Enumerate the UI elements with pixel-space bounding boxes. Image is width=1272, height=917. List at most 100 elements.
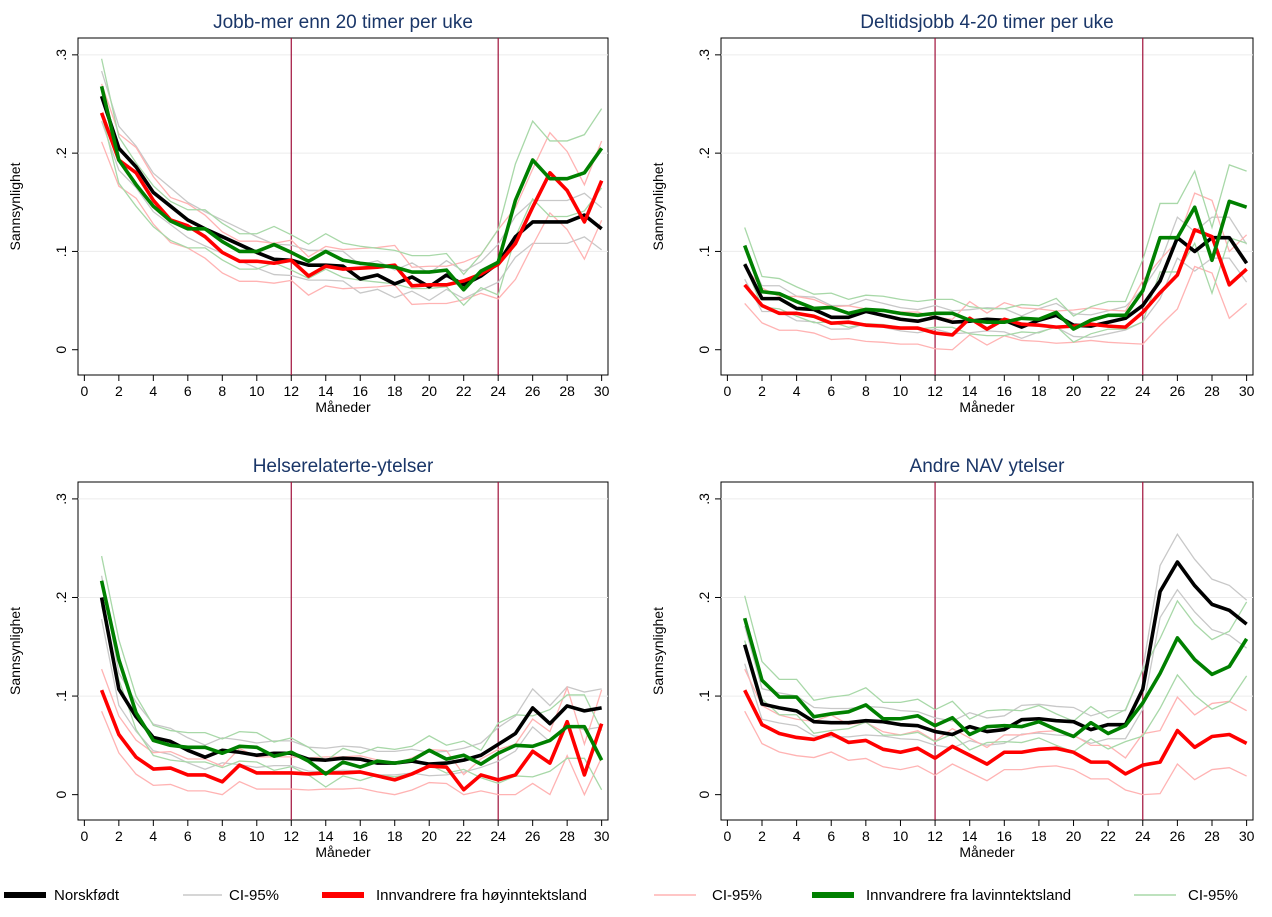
xtick-label-deltid-12: 24	[1135, 383, 1151, 399]
yaxis-label-deltid: Sannsynlighet	[650, 162, 666, 250]
xtick-label-andre-8: 16	[997, 828, 1013, 844]
series-line-deltid-norskfodt	[743, 235, 1249, 329]
xtick-label-deltid-5: 10	[893, 383, 909, 399]
ci-upper-helse-hoyinntekt	[100, 668, 603, 776]
xtick-label-jobb-15: 30	[594, 383, 610, 399]
ytick-label-jobb-2: .2	[53, 147, 69, 159]
xtick-label-andre-12: 24	[1135, 828, 1151, 844]
xtick-label-jobb-4: 8	[218, 383, 226, 399]
xtick-label-helse-4: 8	[218, 828, 226, 844]
ytick-label-helse-1: .1	[53, 690, 69, 702]
xtick-label-deltid-10: 20	[1066, 383, 1082, 399]
xtick-label-jobb-8: 16	[352, 383, 368, 399]
legend-item-lavinntekt: Innvandrere fra lavinntektsland	[812, 887, 1071, 904]
ci-upper-helse-norskfodt	[100, 575, 602, 754]
xtick-label-andre-3: 6	[827, 828, 835, 844]
ci-upper-helse-lavinntekt	[100, 555, 603, 762]
legend-label-lavinntekt: Innvandrere fra lavinntektsland	[866, 887, 1071, 904]
legend: Norskfødt CI-95% Innvandrere fra høyinnt…	[4, 887, 1238, 904]
xtick-label-jobb-12: 24	[490, 383, 506, 399]
xtick-label-deltid-3: 6	[827, 383, 835, 399]
xtick-label-helse-6: 12	[283, 828, 299, 844]
ci-upper-jobb-norskfodt	[100, 70, 603, 274]
plot-frame-andre	[720, 481, 1254, 821]
legend-item-hoyinntekt: Innvandrere fra høyinntektsland	[322, 887, 587, 904]
ci-lower-deltid-norskfodt	[744, 257, 1248, 339]
yaxis-label-andre: Sannsynlighet	[650, 607, 666, 695]
ytick-label-deltid-2: .2	[696, 147, 712, 159]
xtick-label-andre-7: 14	[962, 828, 978, 844]
xtick-label-helse-14: 28	[559, 828, 575, 844]
xtick-label-helse-7: 14	[318, 828, 334, 844]
xtick-label-helse-5: 10	[249, 828, 265, 844]
xtick-label-helse-11: 22	[456, 828, 472, 844]
series-line-jobb-lavinntekt	[99, 85, 604, 292]
legend-label-hoyinntekt: Innvandrere fra høyinntektsland	[376, 887, 587, 904]
xtick-label-deltid-9: 18	[1031, 383, 1047, 399]
series-line-deltid-lavinntekt	[743, 199, 1248, 331]
xtick-label-andre-15: 30	[1239, 828, 1255, 844]
series-line-andre-norskfodt	[742, 560, 1248, 737]
legend-label-ci-norskfodt: CI-95%	[229, 887, 279, 904]
xtick-label-jobb-5: 10	[249, 383, 265, 399]
xtick-label-helse-9: 18	[387, 828, 403, 844]
ytick-label-helse-2: .2	[53, 591, 69, 603]
xtick-label-deltid-1: 2	[758, 383, 766, 399]
xtick-label-helse-3: 6	[184, 828, 192, 844]
series-line-deltid-hoyinntekt	[743, 228, 1248, 337]
xtick-label-deltid-7: 14	[962, 383, 978, 399]
xtick-label-jobb-10: 20	[421, 383, 437, 399]
ci-lower-andre-lavinntekt	[744, 640, 1248, 753]
series-line-jobb-hoyinntekt	[99, 112, 604, 288]
xtick-label-andre-2: 4	[793, 828, 801, 844]
xtick-label-andre-10: 20	[1066, 828, 1082, 844]
xtick-label-deltid-0: 0	[723, 383, 731, 399]
ci-upper-deltid-norskfodt	[744, 216, 1248, 317]
ci-upper-andre-norskfodt	[744, 532, 1248, 722]
ytick-label-andre-2: .2	[696, 591, 712, 603]
panel-title-deltid: Deltidsjobb 4-20 timer per uke	[860, 12, 1113, 33]
xtick-label-helse-1: 2	[115, 828, 123, 844]
ci-upper-deltid-lavinntekt	[744, 164, 1247, 317]
legend-item-ci-hoyinntekt: CI-95%	[654, 887, 762, 904]
ci-lower-jobb-norskfodt	[100, 120, 603, 302]
xtick-label-helse-2: 4	[149, 828, 157, 844]
xtick-label-helse-12: 24	[490, 828, 506, 844]
xtick-label-helse-8: 16	[352, 828, 368, 844]
ci-lower-jobb-lavinntekt	[100, 113, 603, 307]
xtick-label-deltid-2: 4	[793, 383, 801, 399]
legend-label-ci-hoyinntekt: CI-95%	[712, 887, 762, 904]
xtick-label-andre-6: 12	[927, 828, 943, 844]
xaxis-label-jobb: Måneder	[315, 399, 371, 415]
xtick-label-helse-15: 30	[594, 828, 610, 844]
ci-upper-andre-lavinntekt	[744, 595, 1248, 722]
ytick-label-deltid-0: 0	[696, 346, 712, 354]
series-line-helse-lavinntekt	[99, 580, 604, 776]
xtick-label-jobb-2: 4	[149, 383, 157, 399]
xtick-label-andre-0: 0	[723, 828, 731, 844]
series-line-andre-hoyinntekt	[743, 689, 1248, 776]
xtick-label-deltid-11: 22	[1100, 383, 1116, 399]
xtick-label-jobb-11: 22	[456, 383, 472, 399]
ytick-label-andre-1: .1	[696, 690, 712, 702]
plot-frame-jobb	[77, 37, 609, 376]
panel-title-jobb: Jobb-mer enn 20 timer per uke	[213, 12, 473, 33]
xtick-label-deltid-4: 8	[862, 383, 870, 399]
legend-label-ci-lavinntekt: CI-95%	[1188, 887, 1238, 904]
xtick-label-andre-14: 28	[1204, 828, 1220, 844]
yaxis-label-jobb: Sannsynlighet	[7, 162, 23, 250]
legend-item-ci-lavinntekt: CI-95%	[1134, 887, 1238, 904]
xtick-label-andre-5: 10	[893, 828, 909, 844]
xtick-label-deltid-6: 12	[927, 383, 943, 399]
xtick-label-andre-11: 22	[1100, 828, 1116, 844]
plot-frame-helse	[77, 481, 609, 821]
xtick-label-andre-1: 2	[758, 828, 766, 844]
xtick-label-helse-0: 0	[80, 828, 88, 844]
legend-label-norskfodt: Norskfødt	[54, 887, 120, 904]
ytick-label-deltid-3: .3	[696, 49, 712, 61]
ci-lower-helse-hoyinntekt	[101, 710, 603, 797]
